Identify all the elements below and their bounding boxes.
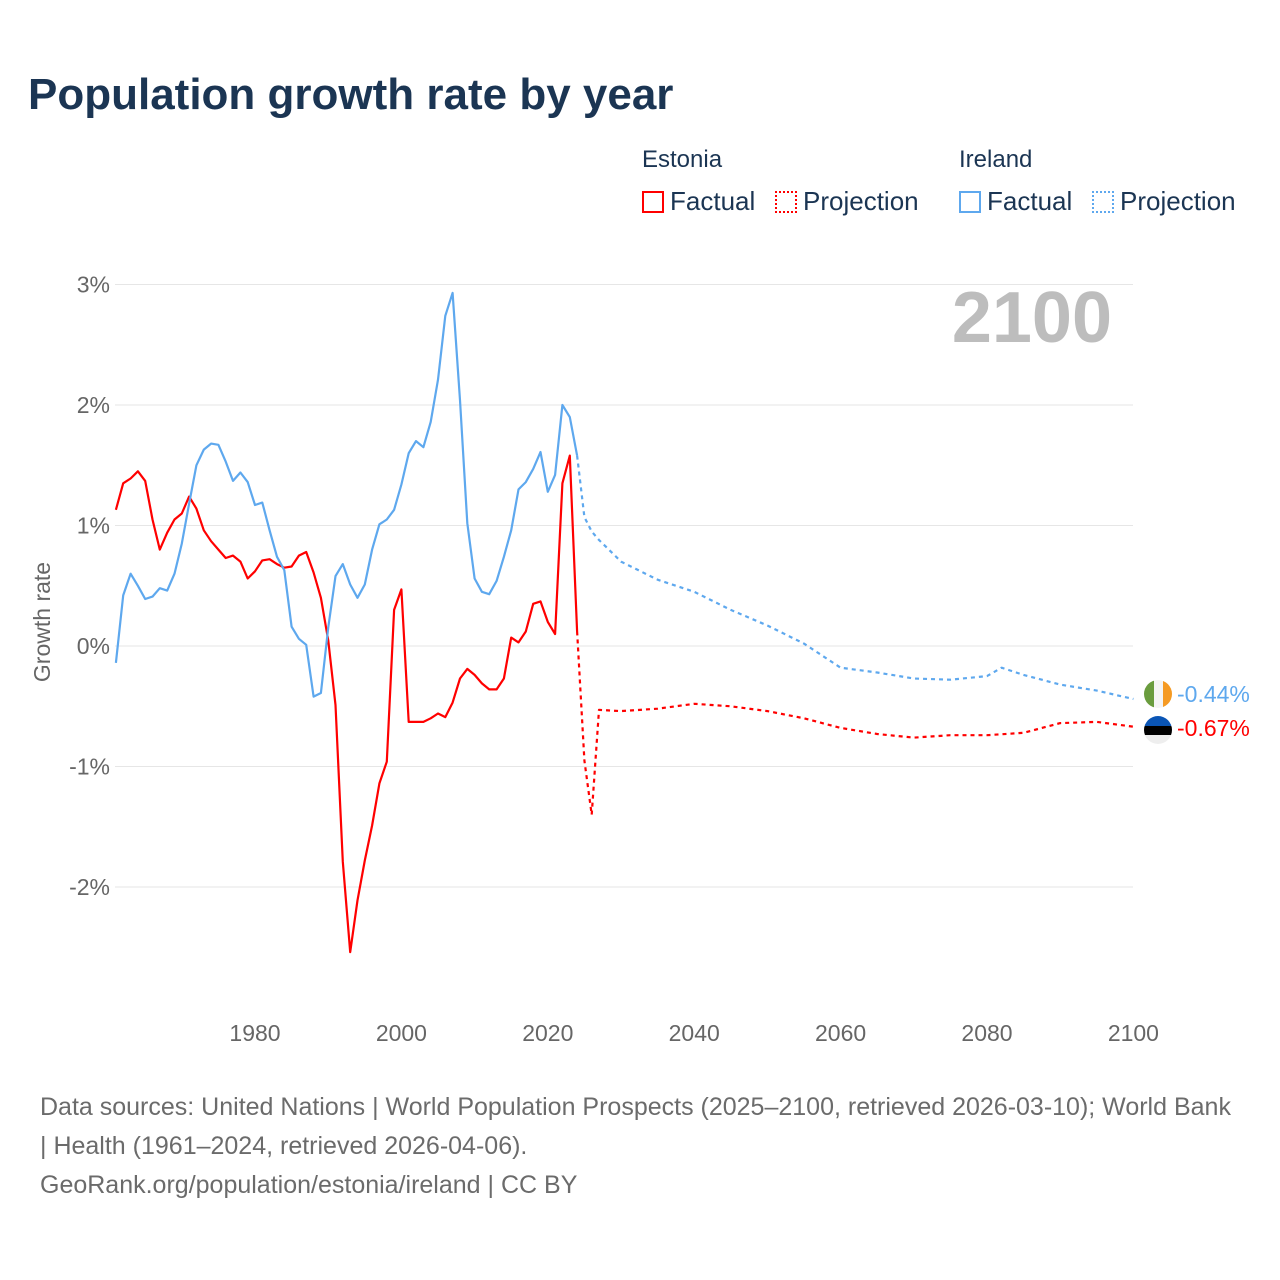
- year-label: 2100: [952, 278, 1112, 358]
- x-tick-label: 2040: [669, 1020, 720, 1046]
- legend-label: Factual: [670, 186, 756, 216]
- legend-swatch: [1092, 190, 1114, 213]
- source-link[interactable]: GeoRank.org/population/estonia/ireland |…: [40, 1171, 578, 1199]
- y-tick-label: 3%: [77, 272, 110, 298]
- series-line-estonia-factual: [114, 454, 579, 954]
- legend-label: Projection: [1120, 186, 1236, 216]
- estonia-flag-icon: [1144, 716, 1172, 744]
- ireland-flag-icon: [1144, 680, 1172, 708]
- x-tick-label: 2080: [961, 1020, 1012, 1046]
- x-tick-label: 2000: [376, 1020, 427, 1046]
- series-line-ireland-projection: [576, 455, 1134, 701]
- series-line-ireland-factual: [114, 291, 579, 698]
- legend-group-estonia: Estonia: [642, 146, 723, 173]
- series-line-estonia-projection: [576, 631, 1134, 816]
- legend-label: Projection: [803, 186, 919, 216]
- legend-estonia-projection[interactable]: Projection: [775, 186, 919, 217]
- legend-ireland-projection[interactable]: Projection: [1092, 186, 1236, 217]
- y-tick-label: 1%: [77, 513, 110, 539]
- legend-swatch: [642, 190, 664, 213]
- legend-swatch: [959, 190, 981, 213]
- legend-swatch: [775, 190, 797, 213]
- legend-group-ireland: Ireland: [959, 146, 1033, 173]
- legend-ireland-factual[interactable]: Factual: [959, 186, 1072, 217]
- source-note: Data sources: United Nations | World Pop…: [40, 1088, 1240, 1205]
- y-tick-label: -2%: [69, 874, 110, 900]
- source-text: Data sources: United Nations | World Pop…: [40, 1093, 1231, 1160]
- y-axis-label: Growth rate: [29, 562, 55, 682]
- x-tick-label: 2100: [1108, 1020, 1159, 1046]
- x-tick-label: 2020: [522, 1020, 573, 1046]
- x-tick-label: 1980: [229, 1020, 280, 1046]
- y-tick-label: 2%: [77, 392, 110, 418]
- y-tick-label: -1%: [69, 754, 110, 780]
- x-tick-label: 2060: [815, 1020, 866, 1046]
- ireland-end-label: -0.44%: [1177, 681, 1250, 707]
- y-tick-label: 0%: [77, 633, 110, 659]
- estonia-end-label: -0.67%: [1177, 715, 1250, 741]
- legend-label: Factual: [987, 186, 1073, 216]
- legend-estonia-factual[interactable]: Factual: [642, 186, 755, 217]
- chart-title: Population growth rate by year: [28, 70, 674, 119]
